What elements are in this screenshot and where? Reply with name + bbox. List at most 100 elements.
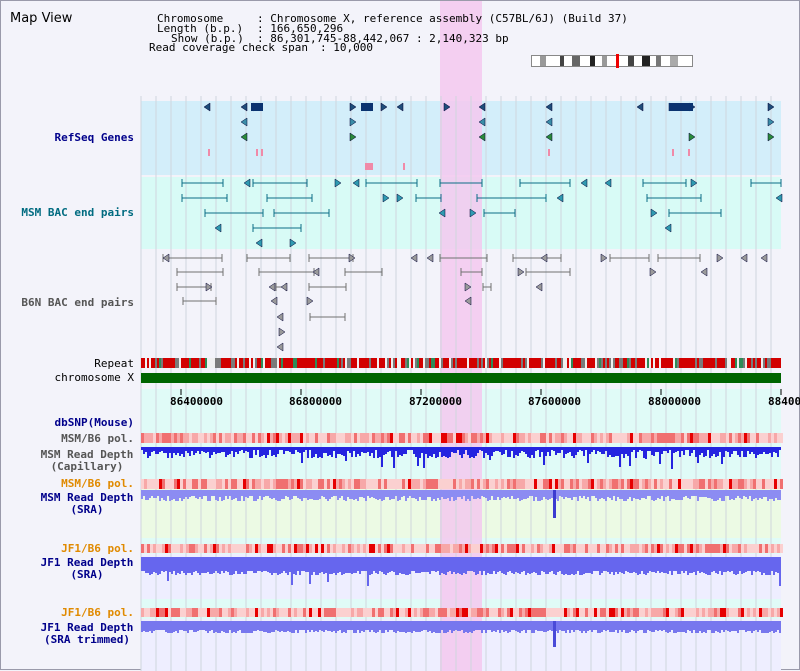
msm-bac-arrow <box>690 178 698 188</box>
msm-pol-strip-2 <box>351 479 354 489</box>
msm-sra-depth <box>337 490 339 500</box>
msm-pol-strip-2 <box>312 479 315 489</box>
label-b6n-bac[interactable]: B6N BAC end pairs <box>21 296 134 309</box>
jf1-sra-depth <box>409 557 411 574</box>
jf1-trim-depth <box>691 621 693 633</box>
jf1-sra-depth <box>539 557 541 575</box>
repeat-segment <box>287 358 289 368</box>
jf1-trim-depth <box>477 621 479 630</box>
jf1-trim-depth <box>711 621 713 633</box>
msm-pol-strip-1 <box>240 433 243 443</box>
jf1-trim-depth <box>735 621 737 631</box>
repeat-segment <box>279 358 281 368</box>
msm-pol-strip-2 <box>174 479 177 489</box>
msm-sra-spike <box>553 490 556 518</box>
jf1-sra-depth <box>509 557 511 571</box>
msm-pol-strip-2 <box>453 479 456 489</box>
jf1-trim-depth <box>503 621 505 632</box>
msm-pol-strip-1 <box>564 433 567 443</box>
jf1-trim-depth <box>493 621 495 631</box>
msm-pol-strip-2 <box>141 479 144 489</box>
repeat-segment <box>477 358 479 368</box>
msm-sra-depth <box>659 490 661 499</box>
jf1-pol-strip-1 <box>171 544 174 553</box>
msm-capillary-depth <box>225 447 227 457</box>
msm-capillary-depth <box>161 447 163 451</box>
jf1-pol-strip-2 <box>507 608 510 617</box>
msm-pol-strip-1 <box>621 433 624 443</box>
b6n-bac-arrow <box>410 253 418 263</box>
msm-sra-depth <box>617 490 619 497</box>
jf1-pol-strip-2 <box>174 608 177 617</box>
gene-marker <box>261 149 263 156</box>
msm-sra-depth <box>779 490 781 500</box>
msm-pol-strip-2 <box>366 479 369 489</box>
msm-capillary-depth <box>599 447 601 452</box>
gene-block <box>361 103 373 111</box>
msm-sra-depth <box>425 490 427 500</box>
repeat-segment <box>735 358 737 368</box>
msm-pol-strip-2 <box>582 479 585 489</box>
msm-pol-strip-1 <box>393 433 396 443</box>
label-jf1-depth-sra: JF1 Read Depth (SRA) <box>40 556 134 581</box>
jf1-trim-depth <box>271 621 273 632</box>
jf1-pol-strip-1 <box>576 544 579 553</box>
jf1-trim-depth <box>209 621 211 631</box>
msm-capillary-depth <box>223 447 225 452</box>
jf1-trim-depth <box>665 621 667 632</box>
jf1-sra-depth <box>529 557 531 574</box>
jf1-sra-depth <box>205 557 207 573</box>
gene-arrow <box>767 117 775 127</box>
jf1-pol-strip-1 <box>543 544 546 553</box>
jf1-sra-depth <box>453 557 455 572</box>
jf1-pol-strip-1 <box>738 544 741 553</box>
label-msm-bac[interactable]: MSM BAC end pairs <box>21 206 134 219</box>
jf1-trim-depth <box>385 621 387 630</box>
jf1-sra-depth <box>759 557 761 572</box>
msm-sra-depth <box>769 490 771 499</box>
label-dbsnp[interactable]: dbSNP(Mouse) <box>54 416 134 429</box>
msm-sra-depth <box>249 490 251 496</box>
msm-capillary-depth <box>231 447 233 451</box>
msm-pol-strip-2 <box>735 479 738 489</box>
msm-capillary-depth <box>753 447 755 454</box>
msm-capillary-depth <box>201 447 203 451</box>
jf1-pol-strip-1 <box>174 544 177 553</box>
jf1-trim-depth <box>189 621 191 630</box>
jf1-sra-depth <box>773 557 775 575</box>
msm-pol-strip-2 <box>201 479 204 489</box>
msm-pol-strip-1 <box>546 433 549 443</box>
msm-pol-strip-1 <box>540 433 543 443</box>
msm-sra-depth <box>433 490 435 499</box>
msm-capillary-depth <box>587 447 589 463</box>
msm-sra-depth <box>191 490 193 496</box>
msm-sra-depth <box>773 490 775 501</box>
jf1-pol-strip-2 <box>528 608 531 617</box>
msm-pol-strip-2 <box>246 479 249 489</box>
jf1-sra-depth <box>771 557 773 571</box>
jf1-pol-strip-1 <box>234 544 237 553</box>
jf1-sra-depth <box>631 557 633 573</box>
jf1-trim-depth <box>581 621 583 633</box>
msm-pol-strip-1 <box>219 433 222 443</box>
gene-arrow <box>240 117 248 127</box>
repeat-segment <box>147 358 149 368</box>
msm-pol-strip-2 <box>594 479 597 489</box>
jf1-trim-depth <box>747 621 749 631</box>
chromosome-ideogram[interactable] <box>531 54 693 68</box>
repeat-segment <box>347 358 349 368</box>
label-refseq-genes[interactable]: RefSeq Genes <box>54 131 134 144</box>
jf1-trim-depth <box>319 621 321 630</box>
msm-pol-strip-1 <box>501 433 504 443</box>
repeat-segment <box>769 358 771 368</box>
gene-arrow <box>545 132 553 142</box>
msm-sra-depth <box>171 490 173 500</box>
msm-capillary-depth <box>533 447 535 458</box>
jf1-pol-strip-1 <box>423 544 426 553</box>
msm-capillary-depth <box>747 447 749 451</box>
jf1-sra-depth <box>303 557 305 571</box>
jf1-sra-depth <box>467 557 469 571</box>
repeat-segment <box>611 358 613 368</box>
msm-pol-strip-2 <box>399 479 402 489</box>
